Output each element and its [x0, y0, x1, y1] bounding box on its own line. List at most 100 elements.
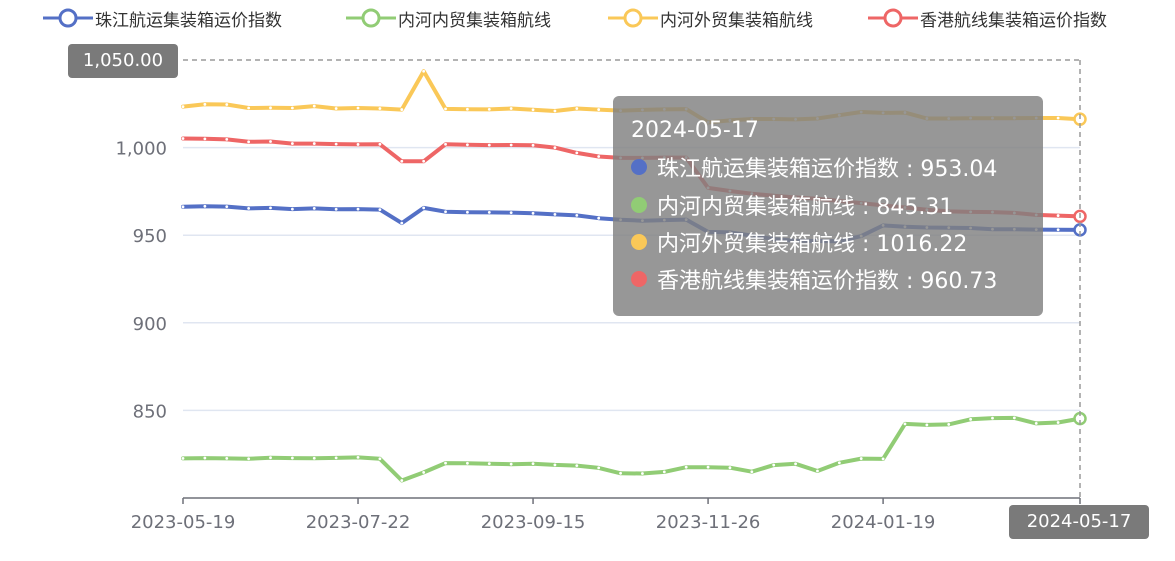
- data-point: [684, 465, 688, 469]
- data-point: [509, 143, 513, 147]
- data-point: [553, 463, 557, 467]
- data-point: [290, 456, 294, 460]
- x-axis-pointer-label: 2024-05-17: [1009, 505, 1149, 539]
- data-point: [553, 212, 557, 216]
- tooltip-row: 内河内贸集装箱航线 : 845.31: [631, 190, 953, 220]
- data-point: [203, 204, 207, 208]
- series-line-2: [181, 415, 1082, 483]
- axis-pointer-lines: [183, 59, 1081, 498]
- data-point: [247, 206, 251, 210]
- data-point: [859, 457, 863, 460]
- data-point: [1056, 228, 1060, 232]
- data-point: [290, 106, 294, 110]
- data-point: [269, 140, 272, 143]
- data-point: [553, 109, 557, 113]
- data-point: [334, 107, 338, 110]
- data-point: [925, 423, 929, 427]
- legend-line-icon: [43, 8, 93, 28]
- data-point: [400, 108, 404, 111]
- data-point: [203, 137, 207, 141]
- legend-label: 内河外贸集装箱航线: [660, 10, 813, 31]
- legend-item-series-2[interactable]: 内河内贸集装箱航线: [346, 4, 551, 32]
- data-point: [531, 108, 535, 112]
- data-point: [290, 207, 294, 211]
- data-point: [378, 107, 382, 110]
- series-dot-icon: [631, 197, 647, 213]
- data-point: [247, 106, 251, 110]
- data-point: [728, 466, 732, 470]
- data-point: [422, 206, 426, 210]
- series-dot-icon: [631, 159, 647, 175]
- data-point: [575, 464, 579, 467]
- tooltip-row-text: 香港航线集装箱运价指数 : 960.73: [657, 269, 998, 294]
- tooltip-row: 珠江航运集装箱运价指数 : 953.04: [631, 152, 997, 182]
- data-point: [509, 211, 513, 214]
- series-dot-icon: [631, 271, 647, 287]
- data-point: [881, 457, 885, 461]
- data-point: [444, 142, 447, 146]
- data-point: [225, 103, 229, 106]
- data-point: [422, 159, 426, 163]
- data-point: [509, 462, 513, 466]
- data-point: [487, 108, 491, 111]
- legend-item-series-3[interactable]: 内河外贸集装箱航线: [608, 4, 813, 32]
- data-point: [466, 107, 469, 111]
- x-tick-label: 2023-11-26: [656, 512, 761, 533]
- tooltip: 2024-05-17 珠江航运集装箱运价指数 : 953.04 内河内贸集装箱航…: [613, 96, 1043, 316]
- data-point: [312, 104, 316, 108]
- data-point: [225, 205, 229, 209]
- data-point: [269, 106, 272, 110]
- data-point: [772, 463, 776, 467]
- data-point: [290, 142, 294, 145]
- data-point: [487, 143, 491, 147]
- data-point: [487, 462, 491, 466]
- data-point: [487, 211, 491, 214]
- data-point: [444, 107, 447, 111]
- data-point: [837, 461, 841, 465]
- axes: 850 900 950 1,000 2023-05-19 2023-07-22 2023-0…: [115, 139, 1081, 533]
- x-tick-label: 2023-09-15: [481, 512, 586, 533]
- legend-label: 珠江航运集装箱运价指数: [95, 10, 282, 31]
- legend-item-series-1[interactable]: 珠江航运集装箱运价指数: [43, 4, 282, 32]
- data-point: [597, 216, 601, 220]
- y-tick-label: 900: [133, 314, 167, 335]
- data-point: [1034, 421, 1038, 425]
- data-point: [553, 146, 557, 150]
- legend-item-series-4[interactable]: 香港航线集装箱运价指数: [868, 4, 1107, 32]
- data-point: [400, 479, 404, 482]
- data-point: [1056, 116, 1060, 120]
- tooltip-row: 内河外贸集装箱航线 : 1016.22: [631, 227, 967, 257]
- legend-line-icon: [868, 8, 918, 28]
- data-point: [706, 465, 710, 469]
- data-point: [575, 151, 579, 155]
- data-point: [181, 457, 185, 460]
- data-point: [444, 210, 447, 214]
- data-point: [1012, 416, 1016, 420]
- data-point: [334, 456, 338, 460]
- data-point: [247, 140, 251, 144]
- x-tick-label: 2024-01-19: [831, 512, 936, 533]
- data-point: [269, 206, 272, 210]
- data-point: [991, 416, 994, 420]
- data-point: [400, 221, 404, 225]
- data-point: [356, 143, 360, 146]
- legend-line-icon: [346, 8, 396, 28]
- data-point: [225, 457, 229, 460]
- data-point: [334, 207, 338, 211]
- data-point: [597, 108, 601, 111]
- data-point: [947, 423, 951, 426]
- tooltip-row-text: 内河内贸集装箱航线 : 845.31: [657, 195, 954, 220]
- data-point: [575, 214, 579, 217]
- tooltip-row-text: 内河外贸集装箱航线 : 1016.22: [657, 232, 968, 257]
- y-tick-label: 850: [133, 401, 167, 422]
- data-point: [334, 142, 338, 146]
- data-point: [1056, 421, 1060, 424]
- data-point: [531, 462, 535, 466]
- data-point: [269, 456, 272, 460]
- data-point: [466, 210, 469, 214]
- data-point: [466, 143, 469, 147]
- data-point: [312, 142, 316, 145]
- data-point: [181, 105, 185, 109]
- tooltip-date: 2024-05-17: [631, 118, 759, 143]
- data-point: [662, 470, 666, 474]
